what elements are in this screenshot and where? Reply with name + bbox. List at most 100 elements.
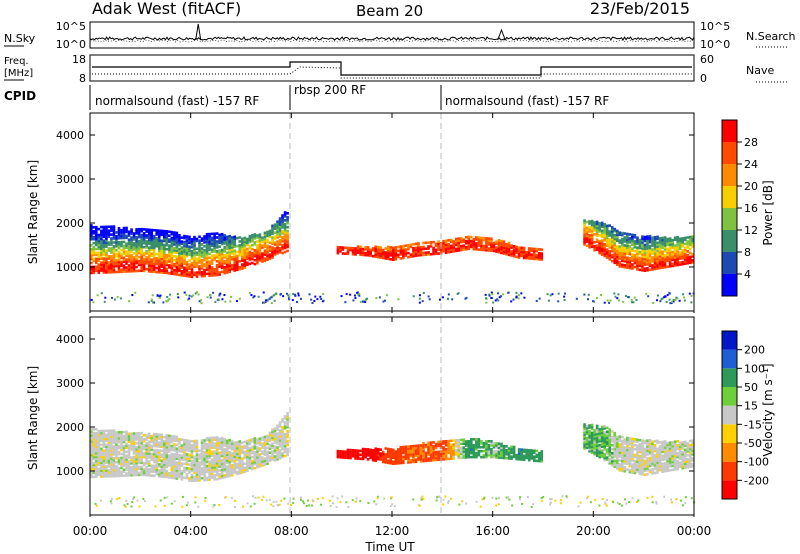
power-cell bbox=[170, 254, 174, 258]
power-cell bbox=[190, 253, 194, 257]
velocity-cell bbox=[457, 450, 461, 454]
power-cell bbox=[262, 301, 265, 304]
power-cell bbox=[230, 257, 234, 261]
velocity-cell bbox=[376, 449, 380, 453]
velocity-cell bbox=[110, 441, 113, 444]
velocity-cell bbox=[173, 458, 176, 462]
power-cell bbox=[621, 237, 624, 241]
velocity-cell bbox=[424, 451, 428, 455]
velocity-cell bbox=[470, 438, 473, 441]
velocity-cell bbox=[190, 463, 194, 467]
velocity-cell bbox=[286, 451, 289, 455]
power-cell bbox=[588, 234, 591, 237]
power-cell bbox=[482, 238, 486, 242]
power-cell bbox=[407, 247, 410, 251]
power-cell bbox=[213, 273, 216, 277]
power-cell bbox=[137, 261, 141, 265]
velocity-cell bbox=[235, 454, 239, 458]
velocity-cell bbox=[429, 459, 433, 462]
velocity-cell bbox=[147, 446, 151, 449]
power-cell bbox=[546, 293, 549, 296]
velocity-cell bbox=[613, 447, 617, 451]
velocity-cell bbox=[374, 451, 377, 455]
velocity-cell bbox=[142, 467, 146, 471]
power-cell bbox=[205, 244, 209, 248]
velocity-cell bbox=[150, 448, 153, 452]
power-cell bbox=[621, 239, 624, 243]
velocity-cell bbox=[223, 454, 226, 457]
power-cell bbox=[137, 243, 141, 247]
power-cell bbox=[165, 239, 169, 243]
velocity-cell bbox=[623, 448, 627, 451]
power-cell bbox=[185, 247, 189, 250]
power-cell bbox=[283, 230, 287, 234]
velocity-cell bbox=[140, 461, 143, 465]
power-cell bbox=[653, 251, 657, 255]
velocity-cell bbox=[487, 439, 491, 443]
power-cell bbox=[668, 237, 672, 240]
velocity-cell bbox=[178, 473, 181, 477]
velocity-cell bbox=[241, 451, 244, 455]
power-cell bbox=[653, 243, 657, 247]
velocity-cell bbox=[125, 460, 128, 463]
power-cell bbox=[316, 298, 319, 301]
power-cell bbox=[678, 299, 681, 302]
power-cell bbox=[238, 250, 242, 253]
power-cell bbox=[203, 258, 206, 262]
velocity-cell bbox=[248, 458, 252, 462]
velocity-cell bbox=[193, 457, 196, 461]
power-cell bbox=[241, 249, 244, 252]
power-cell bbox=[219, 292, 222, 295]
velocity-cell bbox=[266, 460, 269, 464]
velocity-cell bbox=[140, 469, 143, 473]
power-cell bbox=[653, 259, 657, 263]
power-cell bbox=[130, 262, 133, 265]
velocity-cell bbox=[256, 461, 259, 465]
power-cell bbox=[447, 246, 450, 250]
power-cell bbox=[145, 242, 148, 245]
power-cell bbox=[671, 252, 674, 256]
velocity-cell bbox=[233, 459, 237, 462]
power-cell bbox=[595, 220, 599, 224]
power-cell bbox=[628, 256, 632, 260]
power-cell bbox=[610, 232, 614, 235]
velocity-cell bbox=[595, 454, 599, 457]
power-cell bbox=[392, 258, 395, 262]
velocity-cell bbox=[422, 459, 425, 463]
power-cell bbox=[147, 270, 151, 273]
power-cell bbox=[122, 234, 126, 238]
power-cell bbox=[165, 271, 169, 275]
velocity-cell bbox=[490, 449, 493, 453]
power-cell bbox=[505, 252, 508, 256]
velocity-cell bbox=[243, 446, 247, 450]
velocity-cell bbox=[278, 437, 282, 440]
velocity-cell bbox=[100, 473, 103, 476]
power-cell bbox=[193, 259, 196, 263]
velocity-cell bbox=[610, 463, 614, 467]
power-cell bbox=[127, 240, 131, 243]
power-cell bbox=[253, 262, 257, 266]
velocity-cell bbox=[165, 455, 169, 459]
power-cell bbox=[243, 244, 247, 248]
power-cell bbox=[382, 300, 385, 303]
power-cell bbox=[127, 270, 131, 273]
velocity-cell bbox=[173, 468, 176, 472]
velocity-cell bbox=[429, 447, 433, 450]
velocity-cell bbox=[399, 451, 403, 455]
power-cell bbox=[228, 260, 232, 264]
power-cell bbox=[140, 263, 143, 267]
velocity-cell bbox=[631, 469, 634, 472]
velocity-cell bbox=[150, 454, 153, 458]
power-cell bbox=[105, 239, 108, 243]
power-cell bbox=[628, 237, 632, 240]
power-cell bbox=[502, 244, 506, 247]
power-cell bbox=[356, 245, 360, 248]
power-cell bbox=[103, 300, 106, 303]
velocity-cell bbox=[462, 450, 466, 453]
velocity-cell bbox=[165, 443, 169, 447]
velocity-cell bbox=[125, 472, 128, 475]
power-cell bbox=[142, 241, 146, 245]
power-cell bbox=[507, 251, 511, 255]
velocity-cell bbox=[230, 471, 234, 475]
velocity-cell bbox=[271, 442, 274, 445]
